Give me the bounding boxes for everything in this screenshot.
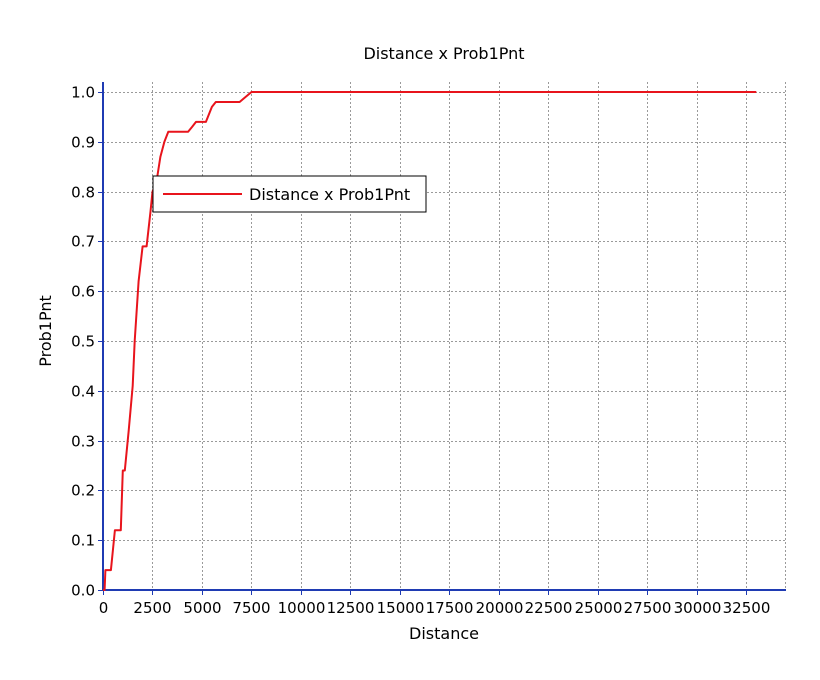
axes [102, 82, 786, 591]
legend: Distance x Prob1Pnt [152, 175, 427, 213]
y-tick-label: 0.8 [71, 184, 95, 202]
x-tick-label: 25000 [575, 599, 623, 617]
y-tick-label: 0.6 [71, 283, 95, 301]
x-tick-label: 2500 [133, 599, 171, 617]
y-axis-title: Prob1Pnt [36, 295, 55, 367]
x-tick-label: 5000 [183, 599, 221, 617]
x-axis-title: Distance [409, 624, 479, 643]
y-tick-label: 0.5 [71, 333, 95, 351]
x-tick-label: 0 [99, 599, 109, 617]
x-tick-label: 30000 [674, 599, 722, 617]
x-tick-label: 15000 [377, 599, 425, 617]
x-tick-label: 32500 [723, 599, 771, 617]
x-tick-label: 27500 [624, 599, 672, 617]
y-tick-label: 1.0 [71, 84, 95, 102]
y-tick-label: 0.3 [71, 433, 95, 451]
y-tick-label: 0.7 [71, 233, 95, 251]
x-tick-label: 10000 [278, 599, 326, 617]
x-axis-ticks: 0 2500 5000 7500 10000 12500 15000 17500 20000 22… [99, 590, 771, 617]
series-layer [103, 91, 757, 591]
y-tick-label: 0.9 [71, 134, 95, 152]
grid [103, 82, 786, 590]
x-tick-label: 12500 [327, 599, 375, 617]
chart-title: Distance x Prob1Pnt [363, 44, 524, 63]
legend-label: Distance x Prob1Pnt [249, 185, 410, 204]
y-tick-label: 0.1 [71, 532, 95, 550]
x-tick-label: 22500 [525, 599, 573, 617]
x-tick-label: 20000 [476, 599, 524, 617]
y-axis-ticks: 0.0 0.1 0.2 0.3 0.4 0.5 0.6 0.7 0.8 0.9 1.0 [71, 84, 103, 600]
y-tick-label: 0.0 [71, 582, 95, 600]
y-tick-label: 0.2 [71, 482, 95, 500]
x-tick-label: 17500 [426, 599, 474, 617]
series-line [103, 91, 757, 591]
x-tick-label: 7500 [232, 599, 270, 617]
y-tick-label: 0.4 [71, 383, 95, 401]
